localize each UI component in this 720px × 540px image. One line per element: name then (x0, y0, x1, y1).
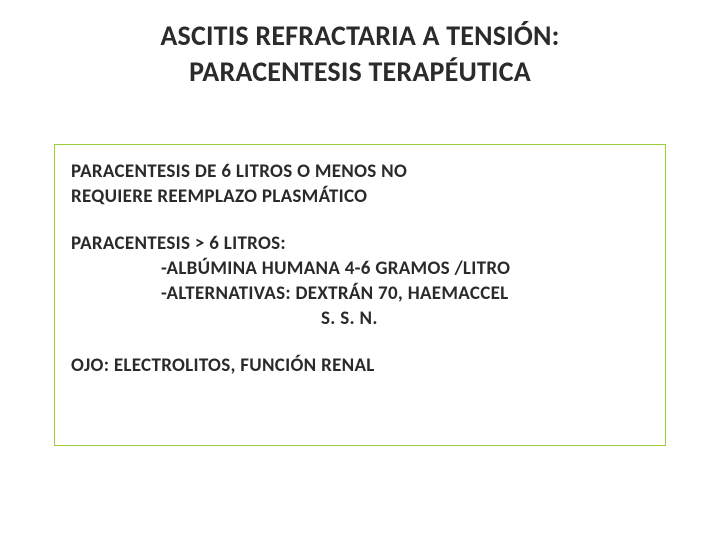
p2-bullet-2: -ALTERNATIVAS: DEXTRÁN 70, HAEMACCEL (71, 281, 649, 306)
p1-line-1: PARACENTESIS DE 6 LITROS O MENOS NO (71, 159, 649, 184)
slide-title: ASCITIS REFRACTARIA A TENSIÓN: PARACENTE… (0, 18, 720, 90)
spacer (71, 331, 649, 353)
p3: OJO: ELECTROLITOS, FUNCIÓN RENAL (71, 353, 649, 378)
p2-bullet-3: S. S. N. (71, 306, 649, 331)
p2-head: PARACENTESIS > 6 LITROS: (71, 231, 649, 256)
content-box: PARACENTESIS DE 6 LITROS O MENOS NO REQU… (54, 144, 666, 446)
p2-bullet-1: -ALBÚMINA HUMANA 4-6 GRAMOS /LITRO (71, 256, 649, 281)
title-line-1: ASCITIS REFRACTARIA A TENSIÓN: (0, 18, 720, 54)
title-line-2: PARACENTESIS TERAPÉUTICA (0, 54, 720, 90)
p1-line-2: REQUIERE REEMPLAZO PLASMÁTICO (71, 184, 649, 209)
spacer (71, 209, 649, 231)
slide: ASCITIS REFRACTARIA A TENSIÓN: PARACENTE… (0, 0, 720, 540)
